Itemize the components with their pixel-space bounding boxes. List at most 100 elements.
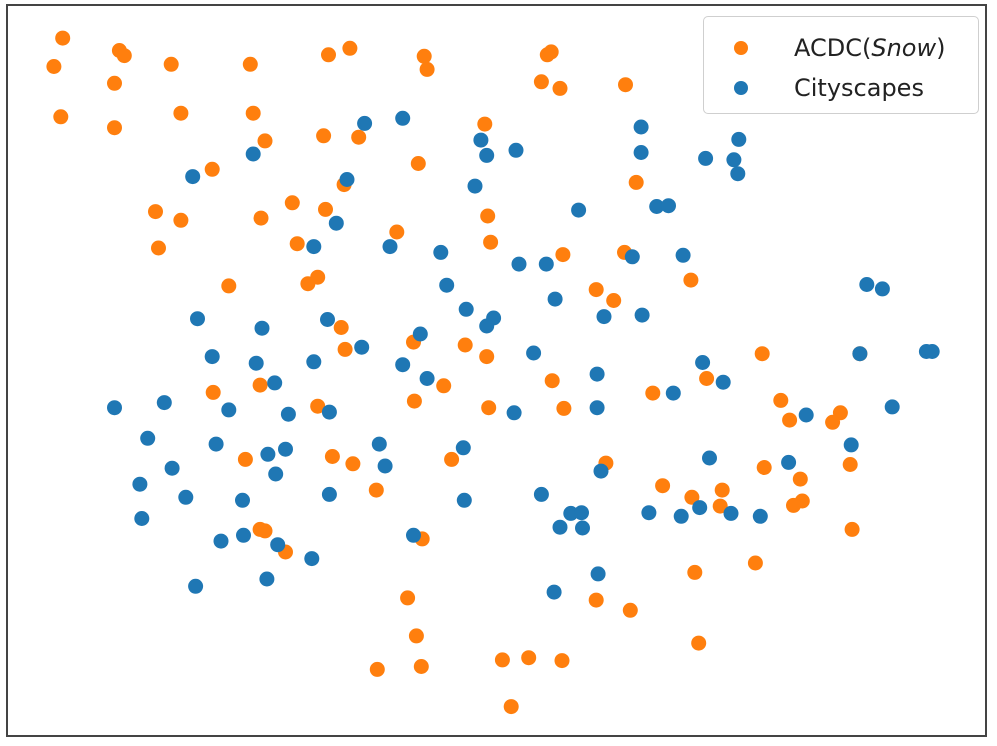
cityscapes-point-11 [731, 131, 747, 147]
cityscapes-point-78 [235, 492, 250, 508]
cityscapes-point-74 [798, 407, 814, 423]
acdc-point-58 [252, 377, 268, 393]
cityscapes-point-22 [439, 277, 455, 293]
cityscapes-point-83 [574, 505, 589, 521]
cityscapes-point-71 [593, 463, 609, 479]
cityscapes-point-37 [320, 312, 335, 327]
acdc-point-19 [245, 105, 261, 121]
acdc-point-21 [316, 128, 332, 144]
cityscapes-point-23 [511, 256, 527, 272]
acdc-point-23 [204, 161, 220, 177]
acdc-point-4 [116, 48, 132, 64]
cityscapes-point-24 [538, 256, 554, 272]
cityscapes-point-1 [357, 115, 373, 131]
acdc-point-31 [410, 156, 426, 171]
acdc-point-94 [369, 661, 385, 677]
acdc-point-57 [205, 384, 221, 400]
cityscapes-point-54 [280, 406, 296, 422]
acdc-point-20 [257, 133, 273, 149]
cityscapes-point-36 [254, 320, 270, 336]
cityscapes-point-31 [596, 309, 612, 325]
cityscapes-point-49 [852, 346, 868, 362]
acdc-point-81 [842, 457, 858, 472]
cityscapes-point-2 [245, 146, 261, 162]
acdc-point-32 [477, 116, 493, 132]
cityscapes-point-77 [178, 489, 194, 505]
cityscapes-point-68 [455, 440, 471, 456]
acdc-point-75 [684, 489, 700, 505]
cityscapes-point-98 [188, 578, 204, 594]
acdc-point-97 [554, 653, 570, 669]
cityscapes-point-30 [479, 318, 495, 334]
cityscapes-point-40 [204, 349, 220, 365]
acdc-point-51 [544, 373, 560, 389]
acdc-point-0 [55, 30, 71, 46]
acdc-point-26 [151, 240, 166, 256]
cityscapes-point-84 [552, 519, 568, 535]
acdc-point-65 [825, 414, 841, 430]
cityscapes-point-75 [843, 437, 859, 453]
acdc-point-74 [714, 482, 730, 498]
acdc-point-76 [712, 498, 728, 514]
acdc-point-82 [844, 521, 860, 537]
acdc-point-13 [533, 74, 549, 90]
legend-label-cityscapes: Cityscapes [794, 74, 924, 102]
cityscapes-point-3 [185, 169, 201, 185]
cityscapes-point-4 [339, 172, 355, 187]
acdc-point-2 [53, 109, 69, 125]
acdc-point-68 [324, 449, 340, 464]
cityscapes-point-9 [633, 119, 649, 135]
cityscapes-point-46 [695, 355, 711, 370]
cityscapes-point-87 [673, 508, 689, 524]
acdc-point-99 [503, 699, 519, 715]
acdc-point-43 [606, 293, 622, 308]
cityscapes-point-59 [665, 385, 681, 401]
cityscapes-point-26 [675, 247, 691, 263]
cityscapes-point-69 [268, 466, 284, 482]
cityscapes-point-17 [661, 198, 676, 214]
cityscapes-point-88 [692, 500, 708, 516]
cityscapes-point-99 [546, 584, 562, 600]
cityscapes-point-50 [107, 400, 122, 416]
cityscapes-point-15 [571, 202, 587, 218]
acdc-point-18 [173, 105, 189, 121]
acdc-point-61 [645, 385, 661, 401]
acdc-point-54 [436, 378, 452, 394]
acdc-point-35 [289, 236, 305, 252]
acdc-point-77 [756, 460, 772, 475]
cityscapes-point-41 [248, 355, 264, 371]
cityscapes-point-90 [752, 508, 768, 524]
acdc-point-42 [588, 282, 604, 298]
cityscapes-point-27 [547, 291, 563, 307]
acdc-point-24 [148, 204, 163, 220]
cityscapes-point-56 [419, 371, 435, 386]
cityscapes-point-7 [508, 142, 524, 158]
acdc-point-90 [622, 602, 638, 618]
cityscapes-point-85 [575, 520, 590, 536]
cityscapes-point-63 [208, 436, 224, 452]
acdc-point-45 [683, 272, 699, 288]
acdc-point-34 [389, 224, 405, 240]
cityscapes-point-39 [412, 326, 428, 342]
acdc-point-59 [754, 346, 770, 362]
cityscapes-point-5 [473, 132, 489, 148]
cityscapes-point-21 [433, 244, 449, 260]
cityscapes-point-95 [304, 551, 320, 567]
acdc-point-12 [543, 44, 559, 60]
cityscapes-point-10 [633, 145, 649, 160]
cityscapes-point-61 [884, 399, 900, 415]
cityscapes-point-42 [306, 354, 322, 370]
plot-frame [6, 4, 987, 737]
acdc-point-36 [483, 234, 499, 250]
cityscapes-point-33 [859, 277, 875, 292]
acdc-point-14 [552, 80, 568, 96]
cityscapes-point-51 [156, 395, 172, 411]
acdc-point-71 [444, 451, 460, 467]
cityscapes-point-57 [506, 405, 522, 421]
cityscapes-point-38 [354, 339, 370, 355]
acdc-point-91 [400, 590, 416, 606]
acdc-point-53 [481, 400, 497, 416]
cityscapes-point-73 [781, 454, 797, 470]
acdc-point-55 [406, 393, 422, 409]
